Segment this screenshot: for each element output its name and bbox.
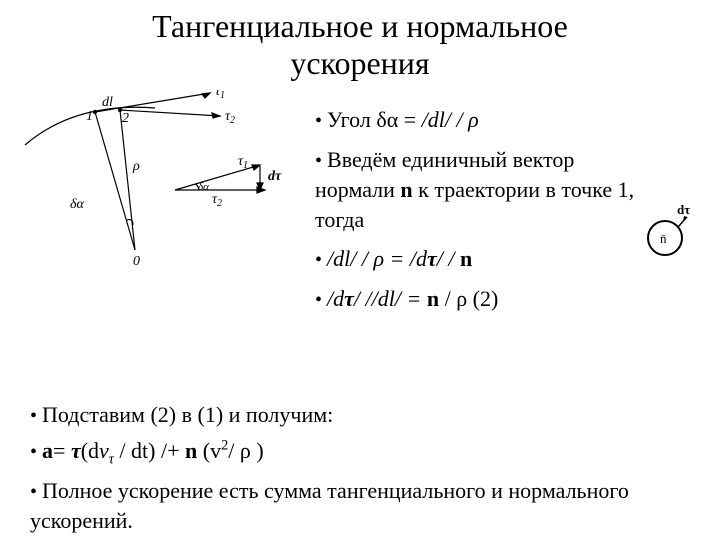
svg-text:1: 1 [86,109,93,124]
bottom-bullet-list: Подставим (2) в (1) и получим: a= τ(dvτ … [30,400,690,541]
svg-text:2: 2 [122,111,129,126]
main-diagram: τ1 τ2 dl 1 2 ρ δα 0 τ1 τ2 δα dτ [20,90,300,270]
bullet-intro-n: Введём единичный вектор нормали n к трае… [315,145,645,234]
title-line-2: ускорения [290,45,429,81]
slide-title: Тангенциальное и нормальное ускорения [0,0,720,82]
svg-text:dτ: dτ [677,205,690,217]
bullet-conclusion: Полное ускорение есть сумма тангенциальн… [30,476,690,536]
svg-text:dl: dl [102,95,113,110]
bullet-angle: Угол δα = /dl/ / ρ [315,105,645,135]
svg-text:δα: δα [70,197,85,212]
svg-text:n̄: n̄ [660,231,667,246]
svg-text:ρ: ρ [132,159,140,174]
bullet-formula-a: a= τ(dvτ / dt) /+ n (v2/ ρ ) [30,436,690,470]
bullet-substitute: Подставим (2) в (1) и получим: [30,400,690,430]
svg-text:0: 0 [133,254,140,269]
svg-text:δα: δα [198,181,209,193]
bullet-eq-dl: /dl/ / ρ = /dτ/ / n [315,244,645,274]
bullet-eq-2: /dτ/ //dl/ = n / ρ (2) [315,284,645,314]
title-line-1: Тангенциальное и нормальное [152,8,568,44]
svg-text:τ1: τ1 [238,154,248,171]
right-bullet-list: Угол δα = /dl/ / ρ Введём единичный вект… [315,105,645,324]
svg-text:τ2: τ2 [212,192,222,209]
svg-text:dτ: dτ [268,169,282,184]
svg-text:τ2: τ2 [225,109,235,126]
svg-text:τ1: τ1 [215,90,225,101]
